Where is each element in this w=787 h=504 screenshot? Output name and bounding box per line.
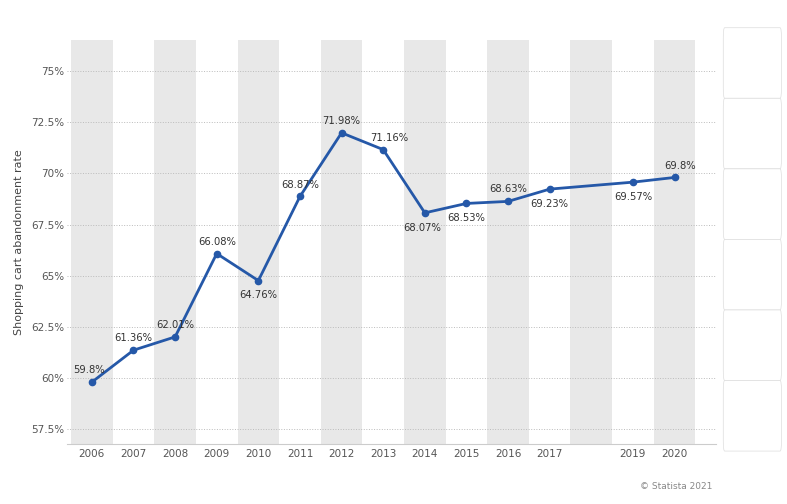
Text: 69.57%: 69.57%: [614, 192, 652, 202]
FancyBboxPatch shape: [723, 310, 781, 381]
Text: 68.87%: 68.87%: [281, 179, 319, 190]
Text: 62.01%: 62.01%: [156, 320, 194, 330]
Bar: [529, 40, 571, 444]
Text: 68.53%: 68.53%: [448, 213, 486, 223]
FancyBboxPatch shape: [723, 239, 781, 310]
Text: 69.8%: 69.8%: [664, 160, 696, 170]
Text: 64.76%: 64.76%: [239, 290, 277, 300]
Text: 68.07%: 68.07%: [403, 223, 441, 232]
FancyBboxPatch shape: [723, 98, 781, 169]
Text: 68.63%: 68.63%: [490, 184, 527, 195]
Bar: [238, 40, 279, 444]
Text: © Statista 2021: © Statista 2021: [640, 482, 712, 491]
FancyBboxPatch shape: [723, 28, 781, 98]
Bar: [196, 40, 238, 444]
Bar: [71, 40, 113, 444]
Text: 71.98%: 71.98%: [323, 116, 360, 126]
Bar: [571, 40, 612, 444]
Text: 71.16%: 71.16%: [370, 133, 408, 143]
Bar: [654, 40, 696, 444]
FancyBboxPatch shape: [723, 169, 781, 239]
Bar: [154, 40, 196, 444]
Text: 66.08%: 66.08%: [198, 237, 235, 246]
Text: 61.36%: 61.36%: [114, 333, 153, 343]
FancyBboxPatch shape: [723, 381, 781, 451]
Bar: [487, 40, 529, 444]
Bar: [279, 40, 321, 444]
Bar: [113, 40, 154, 444]
Text: 69.23%: 69.23%: [530, 199, 569, 209]
Y-axis label: Shopping cart abandonment rate: Shopping cart abandonment rate: [14, 149, 24, 335]
Bar: [362, 40, 404, 444]
Bar: [696, 40, 737, 444]
Bar: [321, 40, 362, 444]
Bar: [445, 40, 487, 444]
Bar: [612, 40, 654, 444]
Bar: [404, 40, 445, 444]
Text: 59.8%: 59.8%: [73, 365, 105, 375]
